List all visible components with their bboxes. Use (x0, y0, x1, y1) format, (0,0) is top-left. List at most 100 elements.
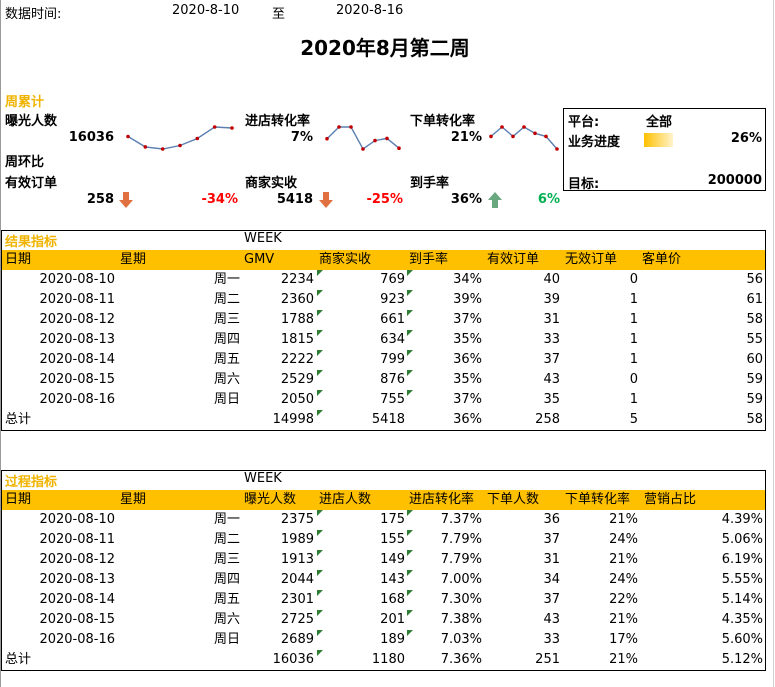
total-row[interactable]: 总计 14998 5418 36% 258 5 58 (2, 410, 764, 430)
avg-order-value-cell: 59 (746, 372, 763, 387)
store-visitors-cell: 189 (317, 630, 405, 650)
avg-order-value-cell: 60 (746, 352, 763, 367)
table-row[interactable]: 2020-08-12 周三 1788 661 37% 31 1 58 (2, 310, 764, 330)
order-conversion-cell: 21% (609, 552, 638, 567)
avg-order-value-cell: 58 (746, 312, 763, 327)
exposure-label: 曝光人数 (5, 114, 58, 129)
col-header-weekday: 星期 (120, 492, 147, 507)
progress-value: 26% (730, 131, 762, 146)
revenue-value: 5418 (276, 192, 313, 207)
store-conversion-sparkline-point (397, 146, 401, 150)
invalid-orders-cell: 0 (629, 372, 638, 387)
result-section-label: 结果指标 (5, 235, 58, 250)
total-label: 总计 (5, 412, 32, 427)
weekday-cell: 周六 (213, 372, 240, 387)
date-from-cell[interactable]: 2020-8-10 (172, 3, 240, 18)
weekday-cell: 周四 (213, 332, 240, 347)
order-conversion-label: 下单转化率 (410, 114, 476, 129)
wow-label: 周环比 (5, 155, 45, 170)
date-cell: 2020-08-13 (39, 572, 115, 587)
platform-value[interactable]: 全部 (646, 115, 673, 130)
table-row[interactable]: 2020-08-13 周四 2044 143 7.00% 34 24% 5.55… (2, 570, 764, 590)
gmv-cell: 2234 (280, 272, 314, 287)
invalid-orders-cell: 1 (629, 292, 638, 307)
table-row[interactable]: 2020-08-14 周五 2301 168 7.30% 37 22% 5.14… (2, 590, 764, 610)
date-cell: 2020-08-14 (39, 352, 115, 367)
process-section-label: 过程指标 (5, 475, 58, 490)
buyers-total: 251 (535, 652, 560, 667)
table-row[interactable]: 2020-08-13 周四 1815 634 35% 33 1 55 (2, 330, 764, 350)
store-visitors-cell: 143 (317, 570, 405, 590)
arrival-rate-cell: 37% (407, 310, 482, 330)
date-cell: 2020-08-12 (39, 312, 115, 327)
exposure-sparkline-point (212, 125, 217, 129)
col-header-order-conversion: 下单转化率 (565, 492, 631, 507)
exposure-sparkline-point (126, 134, 130, 139)
store-conversion-sparkline-point (337, 125, 341, 129)
date-cell: 2020-08-10 (39, 272, 115, 287)
weekday-cell: 周日 (213, 392, 240, 407)
buyers-cell: 37 (543, 532, 560, 547)
arrival-rate-change: 6% (537, 192, 560, 207)
order-conversion-cell: 21% (609, 612, 638, 627)
arrow-down-icon (119, 192, 133, 208)
col-header-store-visitors: 进店人数 (319, 492, 372, 507)
progress-label: 业务进度 (568, 135, 621, 150)
store-visitors-total: 1180 (317, 650, 405, 670)
table-row[interactable]: 2020-08-11 周二 1989 155 7.79% 37 24% 5.06… (2, 530, 764, 550)
table-row[interactable]: 2020-08-10 周一 2375 175 7.37% 36 21% 4.39… (2, 510, 764, 530)
table-row[interactable]: 2020-08-15 周六 2529 876 35% 43 0 59 (2, 370, 764, 390)
revenue-total: 5418 (317, 410, 405, 430)
table-row[interactable]: 2020-08-11 周二 2360 923 39% 39 1 61 (2, 290, 764, 310)
gmv-cell: 1815 (280, 332, 314, 347)
store-conversion-sparkline-point (385, 136, 389, 141)
weekday-cell: 周五 (213, 592, 240, 607)
exposure-cell: 2689 (280, 632, 314, 647)
store-conversion-sparkline-point (361, 147, 365, 151)
store-conversion-sparkline-point (325, 136, 329, 141)
page-title: 2020年8月第二周 (300, 36, 470, 60)
col-header-revenue: 商家实收 (319, 252, 372, 267)
store-conversion-cell: 7.79% (407, 530, 482, 550)
arrival-rate-label: 到手率 (410, 176, 450, 191)
avg-order-value-cell: 59 (746, 392, 763, 407)
total-label: 总计 (5, 652, 32, 667)
table-row[interactable]: 2020-08-15 周六 2725 201 7.38% 43 21% 4.35… (2, 610, 764, 630)
arrival-rate-cell: 37% (407, 390, 482, 410)
valid-orders-cell: 31 (543, 312, 560, 327)
order-conversion-sparkline (489, 125, 559, 151)
table-row[interactable]: 2020-08-16 周日 2050 755 37% 35 1 59 (2, 390, 764, 410)
col-header-invalid-orders: 无效订单 (565, 252, 618, 267)
date-cell: 2020-08-15 (39, 612, 115, 627)
date-to-label: 至 (272, 7, 286, 22)
col-header-store-conversion: 进店转化率 (409, 492, 475, 507)
exposure-cell: 1913 (280, 552, 314, 567)
table-row[interactable]: 2020-08-16 周日 2689 189 7.03% 33 17% 5.60… (2, 630, 764, 650)
arrival-rate-cell: 34% (407, 270, 482, 290)
store-conversion-cell: 7.03% (407, 630, 482, 650)
col-header-valid-orders: 有效订单 (487, 252, 540, 267)
buyers-cell: 36 (543, 512, 560, 527)
total-row[interactable]: 总计 16036 1180 7.36% 251 21% 5.12% (2, 650, 764, 670)
valid-orders-total: 258 (535, 412, 560, 427)
revenue-change: -25% (366, 192, 403, 207)
table-row[interactable]: 2020-08-12 周三 1913 149 7.79% 31 21% 6.19… (2, 550, 764, 570)
col-header-gmv: GMV (244, 252, 275, 267)
date-to-cell[interactable]: 2020-8-16 (336, 3, 404, 18)
valid-orders-value: 258 (86, 192, 114, 207)
weekday-cell: 周三 (213, 552, 240, 567)
order-conversion-sparkline-point (555, 147, 559, 151)
weekday-cell: 周四 (213, 572, 240, 587)
col-header-avg-order-value: 客单价 (642, 252, 682, 267)
avg-order-value-cell: 61 (746, 292, 763, 307)
buyers-cell: 33 (543, 632, 560, 647)
store-conversion-cell: 7.79% (407, 550, 482, 570)
table-row[interactable]: 2020-08-10 周一 2234 769 34% 40 0 56 (2, 270, 764, 290)
table-row[interactable]: 2020-08-14 周五 2222 799 36% 37 1 60 (2, 350, 764, 370)
target-value: 200000 (707, 173, 762, 188)
store-conversion-sparkline-point (373, 138, 377, 143)
revenue-cell: 634 (317, 330, 405, 350)
revenue-cell: 661 (317, 310, 405, 330)
store-conversion-value: 7% (290, 130, 313, 145)
weekday-cell: 周二 (213, 292, 240, 307)
